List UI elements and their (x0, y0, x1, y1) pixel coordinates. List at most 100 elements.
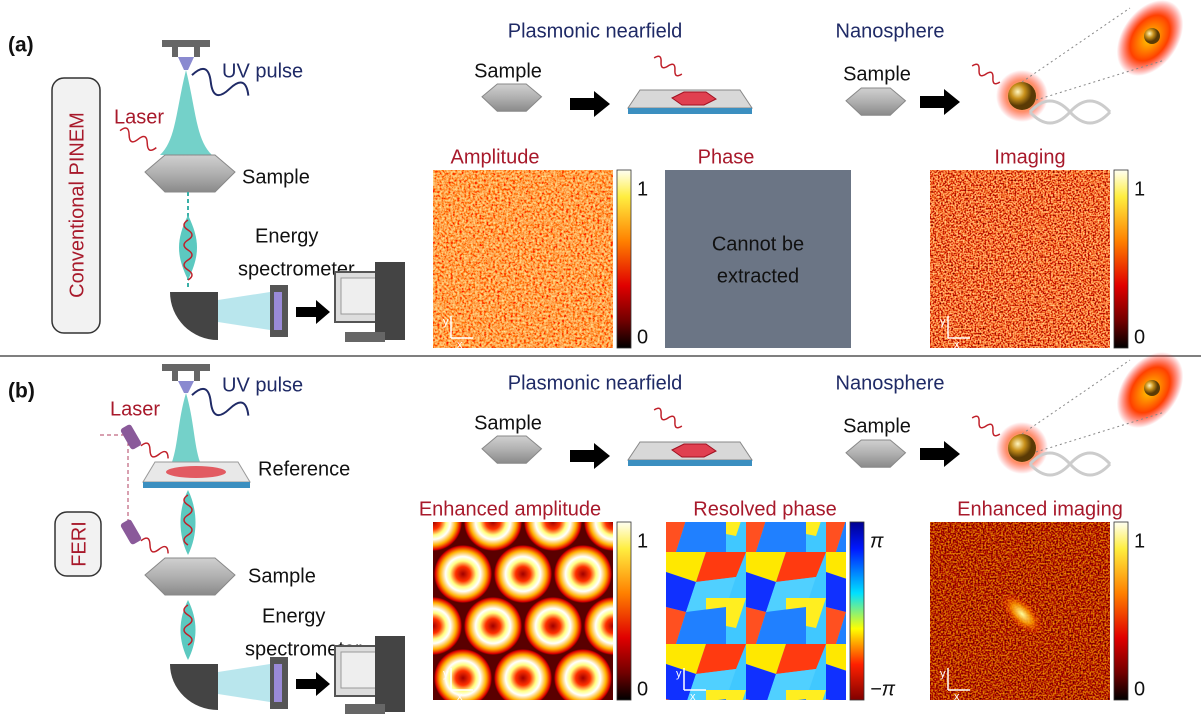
electron-gun (194, 47, 200, 57)
map-title: Enhanced amplitude (419, 498, 601, 520)
map-image (665, 170, 851, 348)
figure: (a) Conventional PINEM UV pulse Laser Sa… (0, 0, 1201, 717)
sample (145, 558, 235, 595)
computer (335, 262, 405, 342)
colorbar-label: 1 (1134, 530, 1145, 552)
axis-label: y (940, 316, 946, 328)
laser-source (120, 424, 142, 451)
map-image (930, 170, 1110, 348)
computer (375, 636, 405, 712)
uv-pulse-label: UV pulse (222, 374, 303, 396)
spectrometer-label: Energy (255, 225, 318, 247)
nanosphere (1008, 434, 1036, 462)
colorbar (1114, 170, 1128, 348)
laser-wave (118, 126, 158, 152)
sample (145, 155, 235, 192)
sample (482, 436, 542, 463)
spectrometer (170, 285, 330, 340)
arrow (920, 441, 960, 467)
map-message: extracted (717, 265, 799, 287)
colorbar-label: 0 (1134, 326, 1145, 348)
laser-wave (652, 407, 684, 430)
electron-gun (162, 40, 210, 47)
nanosphere (1008, 82, 1036, 110)
example-title: Nanosphere (836, 20, 945, 42)
map-title: Amplitude (451, 146, 540, 168)
colorbar (1114, 522, 1128, 700)
colorbar (617, 170, 631, 348)
laser-path (100, 435, 128, 530)
axis-label: x (457, 691, 463, 703)
map-title: Resolved phase (693, 498, 836, 520)
example-title: Nanosphere (836, 372, 945, 394)
laser-label: Laser (114, 106, 164, 128)
arrow (920, 89, 960, 115)
laser-label: Laser (110, 398, 160, 420)
electron-gun (172, 47, 178, 57)
electron-gun (172, 371, 178, 381)
nanosphere (1144, 380, 1160, 396)
map-image (666, 522, 846, 700)
panel-label: (a) (8, 34, 34, 57)
reference-plate (143, 462, 250, 488)
colorbar-label: 1 (637, 530, 648, 552)
spectrometer (170, 657, 330, 710)
colorbar-label: 1 (637, 178, 648, 200)
spectrometer (296, 672, 330, 696)
arrow (570, 91, 610, 117)
computer (375, 262, 405, 340)
panel-label: (b) (8, 380, 35, 403)
computer (345, 704, 385, 714)
electron-gun (178, 57, 194, 70)
sample-label: Sample (843, 63, 911, 85)
computer (345, 332, 385, 342)
axis-label: y (676, 668, 682, 680)
panel-a: (a) Conventional PINEM UV pulse Laser Sa… (8, 34, 405, 342)
axis-label: x (954, 691, 960, 703)
spectrometer (274, 292, 282, 330)
axis-label: y (443, 316, 449, 328)
example-title: Plasmonic nearfield (508, 372, 683, 394)
sample (846, 440, 906, 467)
example-title: Plasmonic nearfield (508, 20, 683, 42)
spectrometer (218, 664, 270, 702)
axis-label: y (443, 668, 449, 680)
laser-source (120, 519, 142, 546)
map-image (433, 522, 613, 700)
axis-label: y (940, 668, 946, 680)
electron-gun (162, 364, 210, 371)
spectrometer (296, 300, 330, 324)
spectrometer-label: Energy (262, 605, 325, 627)
sample-label: Sample (242, 166, 310, 188)
computer (335, 636, 405, 714)
field (1103, 0, 1197, 88)
spectrometer (170, 664, 218, 710)
laser-wave (139, 536, 170, 558)
colorbar-label: 1 (1134, 178, 1145, 200)
colorbar-label: 0 (1134, 678, 1145, 700)
results-panel: Plasmonic nearfieldSampleNanosphereSampl… (433, 0, 1197, 351)
electron-gun (194, 371, 200, 381)
reference-plate (143, 482, 250, 488)
map-title: Imaging (994, 146, 1065, 168)
colorbar-label: 0 (637, 326, 648, 348)
colorbar-label: π (870, 530, 884, 552)
sample (482, 84, 542, 111)
electron-gun (162, 40, 210, 70)
laser-wave (970, 63, 1002, 86)
arrow (570, 443, 610, 469)
spectrometer (170, 292, 218, 340)
nanosphere (1144, 28, 1160, 44)
map-image (433, 170, 613, 348)
sample-label: Sample (843, 415, 911, 437)
results: Plasmonic nearfield Sample Nanosphere Sampl… (419, 0, 1197, 703)
axis-label: x (954, 339, 960, 351)
beam (181, 600, 196, 660)
map-title: Phase (698, 146, 755, 168)
axis-label: x (690, 691, 696, 703)
colorbar-label: −π (870, 678, 896, 700)
method-name: Conventional PINEM (66, 112, 88, 298)
panel-b: (b) FERI UV pulse Laser Reference Sample… (8, 364, 405, 714)
spectrometer (274, 664, 282, 702)
map-message: Cannot be (712, 233, 804, 255)
